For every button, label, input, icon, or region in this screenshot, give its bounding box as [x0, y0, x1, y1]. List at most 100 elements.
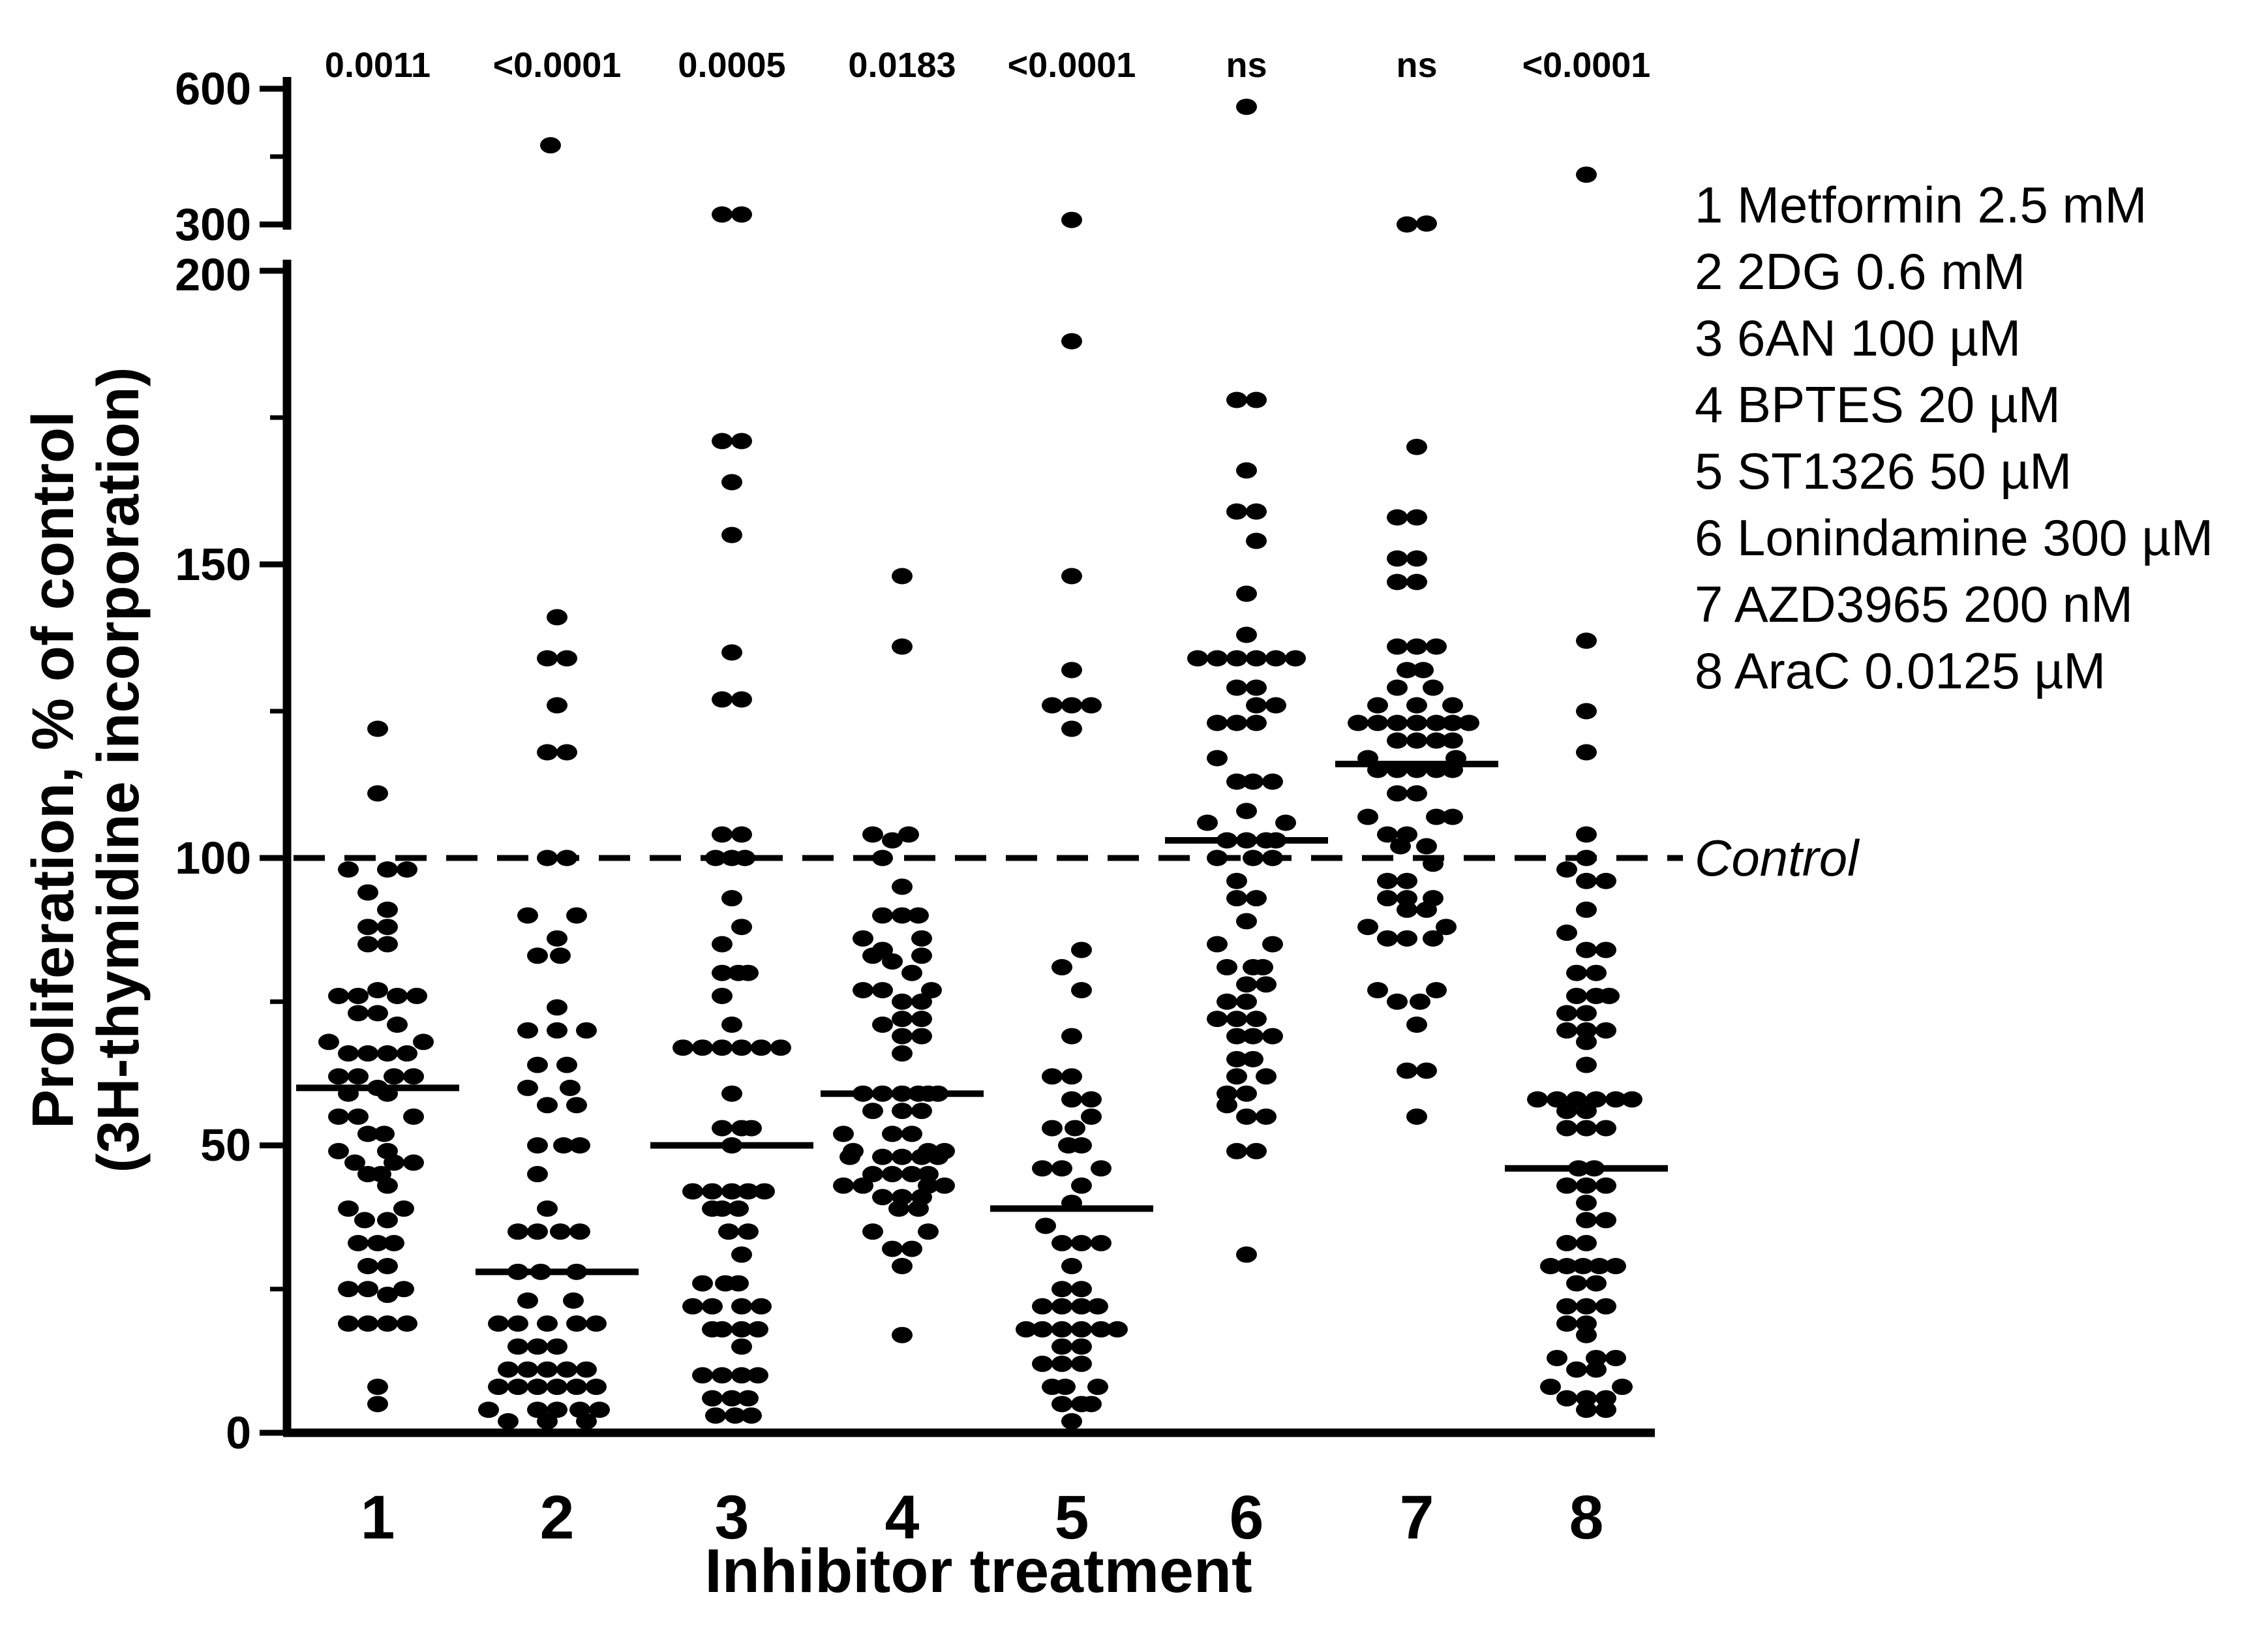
data-point: [1426, 714, 1447, 731]
data-point: [517, 1079, 538, 1096]
data-point: [367, 1379, 388, 1396]
data-point: [1387, 714, 1408, 731]
data-point: [1051, 1298, 1072, 1315]
data-point: [1406, 714, 1427, 731]
data-point: [527, 1338, 548, 1355]
data-point: [328, 987, 349, 1004]
data-point: [1243, 1050, 1263, 1067]
data-point: [1576, 1056, 1597, 1073]
data-point: [1187, 650, 1208, 667]
data-point: [901, 964, 922, 981]
data-point: [1576, 1315, 1597, 1332]
data-point: [1071, 1177, 1092, 1194]
data-point: [540, 137, 561, 154]
data-point: [1576, 1103, 1597, 1120]
data-point: [1573, 1258, 1594, 1275]
data-point: [1348, 714, 1368, 731]
data-point: [1252, 958, 1273, 975]
data-point: [853, 1085, 873, 1102]
data-point: [377, 1258, 398, 1275]
p-value-2: <0.0001: [493, 46, 622, 85]
data-point: [1416, 1062, 1437, 1079]
data-point: [537, 1361, 558, 1378]
data-point: [1605, 1258, 1626, 1275]
data-point: [348, 1068, 369, 1085]
data-point: [1071, 1137, 1092, 1154]
legend: 1 Metformin 2.5 mM 2 2DG 0.6 mM 3 6AN 10…: [1695, 176, 2213, 699]
data-point: [872, 1085, 893, 1102]
x-tick-label-7: 7: [1400, 1483, 1434, 1552]
data-point: [1416, 838, 1437, 855]
data-point: [1556, 1298, 1577, 1315]
data-point: [712, 826, 733, 843]
data-point: [1042, 1068, 1063, 1085]
y-tick-label-600: 600: [175, 63, 251, 114]
p-value-5: <0.0001: [1008, 46, 1136, 85]
data-point: [892, 1085, 913, 1102]
data-point: [393, 1281, 414, 1298]
data-point: [911, 1011, 932, 1028]
data-point: [1236, 803, 1257, 819]
y-tick-label-0: 0: [226, 1407, 251, 1458]
data-point: [1599, 987, 1620, 1004]
data-point: [1566, 964, 1587, 981]
data-point: [734, 849, 755, 866]
data-point: [1051, 1281, 1072, 1298]
data-point: [1397, 930, 1417, 947]
data-point: [908, 907, 929, 924]
data-point: [560, 1079, 581, 1096]
data-point: [1367, 697, 1388, 714]
data-point: [1217, 832, 1237, 849]
p-value-row: 0.0011 <0.0001 0.0005 0.0183 <0.0001 ns …: [325, 46, 1650, 85]
data-point: [741, 1120, 762, 1137]
data-point: [1397, 890, 1417, 907]
data-point: [705, 849, 726, 866]
data-point: [1246, 391, 1267, 408]
data-point: [1387, 638, 1408, 655]
data-point: [1061, 1068, 1082, 1085]
median-lines: [296, 761, 1668, 1276]
data-point: [1605, 1349, 1626, 1366]
data-point: [1207, 714, 1228, 731]
data-point: [1226, 503, 1247, 520]
data-point: [377, 936, 398, 953]
data-point: [1071, 1281, 1092, 1298]
data-point: [1556, 1315, 1577, 1332]
x-tick-label-8: 8: [1569, 1483, 1604, 1552]
data-point: [1387, 761, 1408, 778]
data-point: [1406, 574, 1427, 590]
data-point: [1243, 773, 1263, 790]
data-point: [731, 1321, 752, 1338]
data-point: [1236, 626, 1257, 643]
data-point: [377, 1212, 398, 1229]
data-point: [537, 1413, 558, 1430]
data-point: [1387, 785, 1408, 802]
data-point: [1016, 1321, 1036, 1338]
data-point: [1071, 941, 1092, 958]
data-point: [1246, 679, 1267, 696]
data-point: [892, 1148, 913, 1165]
data-point: [682, 1183, 703, 1200]
data-point: [1061, 720, 1082, 737]
data-point: [738, 1223, 759, 1240]
data-point: [1436, 919, 1457, 936]
data-point: [527, 947, 548, 964]
data-point: [1265, 832, 1286, 849]
data-point: [911, 1148, 932, 1165]
data-point: [1236, 1246, 1257, 1263]
data-point: [367, 982, 388, 999]
data-point: [537, 1315, 558, 1332]
data-point: [384, 1154, 404, 1171]
data-point: [1397, 662, 1417, 679]
data-point: [507, 1223, 528, 1240]
data-point: [1406, 509, 1427, 526]
data-point: [1527, 1091, 1548, 1108]
data-point: [1390, 838, 1411, 855]
data-point: [1576, 1195, 1597, 1212]
data-point: [1091, 1321, 1111, 1338]
data-point: [1246, 714, 1267, 731]
p-value-8: <0.0001: [1522, 46, 1651, 85]
data-point: [1595, 1298, 1616, 1315]
data-point: [1217, 1085, 1237, 1102]
data-point: [901, 1166, 922, 1183]
